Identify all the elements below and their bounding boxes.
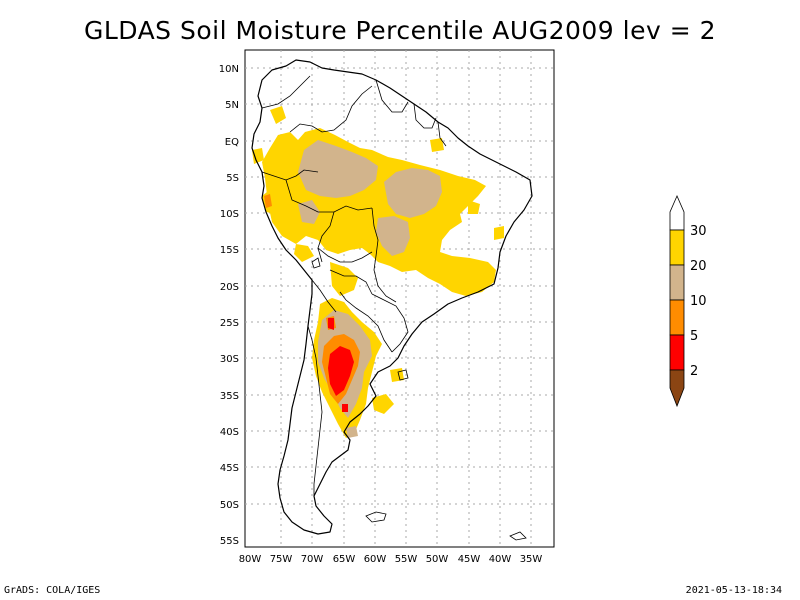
lat-tick-15s: 15S	[220, 245, 239, 256]
footer-timestamp: 2021-05-13-18:34	[685, 585, 782, 596]
lon-tick-40w: 40W	[489, 554, 512, 565]
latitude-tick-labels: 10N 5N EQ 5S 10S 15S 20S 25S 30S 35S 40S…	[219, 64, 239, 547]
lon-tick-65w: 65W	[333, 554, 356, 565]
lat-tick-25s: 25S	[220, 318, 239, 329]
colorbar-labels: 30 20 10 5 2	[690, 224, 707, 379]
colorbar-swatch-red	[669, 334, 685, 371]
soil-moisture-red-areas	[328, 318, 354, 412]
lat-tick-35s: 35S	[220, 391, 239, 402]
colorbar-top-arrow	[669, 195, 685, 231]
lon-tick-45w: 45W	[458, 554, 481, 565]
colorbar-swatch-orange	[669, 299, 685, 336]
footer-credit: GrADS: COLA/IGES	[4, 585, 101, 596]
lon-tick-60w: 60W	[364, 554, 387, 565]
lat-tick-5n: 5N	[225, 100, 239, 111]
lat-tick-10s: 10S	[220, 209, 239, 220]
lon-tick-35w: 35W	[520, 554, 543, 565]
map-frame	[244, 49, 555, 548]
longitude-tick-labels: 80W 75W 70W 65W 60W 55W 50W 45W 40W 35W	[239, 554, 543, 565]
map-title: GLDAS Soil Moisture Percentile AUG2009 l…	[83, 16, 717, 45]
colorbar-label-30: 30	[690, 224, 707, 239]
lon-tick-70w: 70W	[301, 554, 324, 565]
lon-tick-80w: 80W	[239, 554, 262, 565]
lat-tick-45s: 45S	[220, 463, 239, 474]
lon-tick-55w: 55W	[395, 554, 418, 565]
colorbar-label-2: 2	[690, 364, 698, 379]
gridlines	[245, 50, 554, 547]
colorbar-label-10: 10	[690, 294, 707, 309]
lat-tick-5s: 5S	[226, 173, 239, 184]
lat-tick-30s: 30S	[220, 354, 239, 365]
lat-tick-50s: 50S	[220, 500, 239, 511]
lat-tick-10n: 10N	[219, 64, 239, 75]
lat-tick-eq: EQ	[225, 137, 239, 148]
colorbar-swatch-yellow	[669, 229, 685, 266]
colorbar	[669, 195, 685, 408]
colorbar-swatch-tan	[669, 264, 685, 301]
lon-tick-50w: 50W	[426, 554, 449, 565]
lat-tick-55s: 55S	[220, 536, 239, 547]
lon-tick-75w: 75W	[270, 554, 293, 565]
country-borders	[261, 75, 447, 496]
lake-outlines	[311, 257, 527, 541]
soil-moisture-yellow-areas	[252, 106, 504, 438]
south-america-coastline	[251, 59, 533, 535]
lat-tick-40s: 40S	[220, 427, 239, 438]
lat-tick-20s: 20S	[220, 282, 239, 293]
colorbar-label-20: 20	[690, 259, 707, 274]
colorbar-label-5: 5	[690, 329, 698, 344]
colorbar-bottom-arrow	[669, 369, 685, 408]
